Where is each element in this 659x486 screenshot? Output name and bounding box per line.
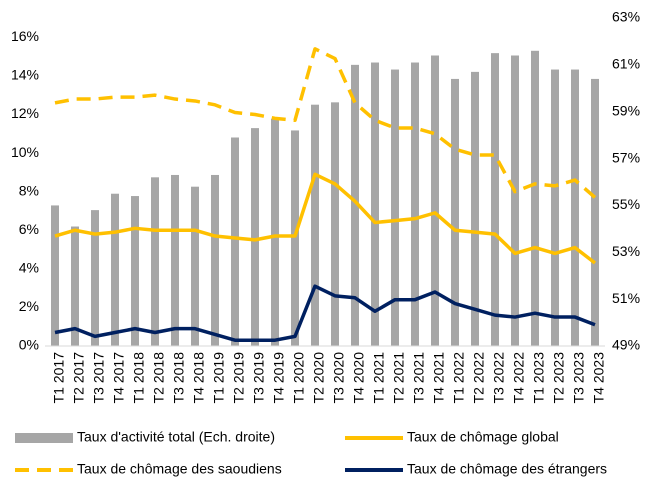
- bar: [391, 69, 399, 347]
- bar: [591, 78, 599, 347]
- y-tick-label: 2%: [19, 298, 39, 314]
- x-tick-label: T1 2022: [451, 352, 467, 404]
- legend-label: Taux d'activité total (Ech. droite): [77, 429, 275, 445]
- x-tick-label: T4 2021: [431, 352, 447, 404]
- line-series: [54, 172, 597, 265]
- y2-tick-label: 57%: [612, 149, 640, 165]
- x-tick-label: T3 2019: [251, 352, 267, 404]
- x-tick-label: T2 2018: [151, 352, 167, 404]
- y2-tick-label: 55%: [612, 196, 640, 212]
- line-series: [54, 47, 597, 199]
- x-tick-label: T4 2020: [351, 352, 367, 404]
- y-tick-label: 0%: [19, 337, 39, 353]
- x-tick-label: T3 2022: [491, 352, 507, 404]
- y2-tick-label: 63%: [612, 9, 640, 25]
- bar: [311, 104, 319, 346]
- bar: [291, 130, 299, 346]
- y2-tick-label: 61%: [612, 56, 640, 72]
- x-tick-label: T1 2019: [211, 352, 227, 404]
- y-tick-label: 16%: [11, 28, 39, 44]
- bar: [211, 174, 219, 346]
- x-tick-label: T4 2017: [111, 352, 127, 404]
- legend-swatch: [15, 433, 73, 443]
- bar: [451, 78, 459, 347]
- bar: [431, 55, 439, 346]
- legend-label: Taux de chômage des étrangers: [407, 461, 607, 477]
- x-tick-label: T1 2017: [51, 352, 67, 404]
- legend-label: Taux de chômage global: [407, 429, 559, 445]
- x-tick-label: T2 2020: [311, 352, 327, 404]
- bar: [531, 50, 539, 347]
- bar: [331, 102, 339, 346]
- legend-label: Taux de chômage des saoudiens: [77, 461, 282, 477]
- y-tick-label: 12%: [11, 105, 39, 121]
- x-tick-label: T1 2020: [291, 352, 307, 404]
- x-tick-label: T1 2021: [371, 352, 387, 404]
- x-tick-label: T4 2023: [591, 352, 607, 404]
- bar: [51, 205, 59, 346]
- x-tick-label: T2 2019: [231, 352, 247, 404]
- bar: [471, 71, 479, 346]
- y2-tick-label: 53%: [612, 243, 640, 259]
- y-tick-label: 6%: [19, 221, 39, 237]
- x-tick-label: T3 2020: [331, 352, 347, 404]
- bar: [151, 177, 159, 346]
- bar: [231, 137, 239, 346]
- x-tick-label: T3 2023: [571, 352, 587, 404]
- x-tick-label: T2 2023: [551, 352, 567, 404]
- x-tick-label: T2 2022: [471, 352, 487, 404]
- bar: [71, 226, 79, 346]
- bar: [171, 174, 179, 346]
- bar: [251, 128, 259, 346]
- bar: [91, 210, 99, 346]
- x-tick-label: T2 2017: [71, 352, 87, 404]
- bar: [111, 193, 119, 346]
- y2-tick-label: 49%: [612, 337, 640, 353]
- bar: [351, 64, 359, 346]
- bar: [371, 62, 379, 347]
- x-tick-label: T3 2017: [91, 352, 107, 404]
- bar: [271, 118, 279, 346]
- bar: [411, 62, 419, 347]
- x-tick-label: T4 2019: [271, 352, 287, 404]
- y-tick-label: 4%: [19, 260, 39, 276]
- bar: [131, 196, 139, 346]
- x-tick-label: T2 2021: [391, 352, 407, 404]
- x-tick-label: T3 2021: [411, 352, 427, 404]
- bar: [191, 186, 199, 346]
- x-tick-label: T4 2022: [511, 352, 527, 404]
- y-tick-label: 8%: [19, 182, 39, 198]
- bar: [571, 69, 579, 347]
- bar: [491, 53, 499, 347]
- y2-tick-label: 59%: [612, 102, 640, 118]
- y2-tick-label: 51%: [612, 290, 640, 306]
- x-tick-label: T1 2023: [531, 352, 547, 404]
- bar: [551, 69, 559, 347]
- x-tick-label: T4 2018: [191, 352, 207, 404]
- y-tick-label: 14%: [11, 67, 39, 83]
- bar: [511, 55, 519, 346]
- line-series: [54, 284, 596, 342]
- x-tick-label: T3 2018: [171, 352, 187, 404]
- y-tick-label: 10%: [11, 144, 39, 160]
- x-tick-label: T1 2018: [131, 352, 147, 404]
